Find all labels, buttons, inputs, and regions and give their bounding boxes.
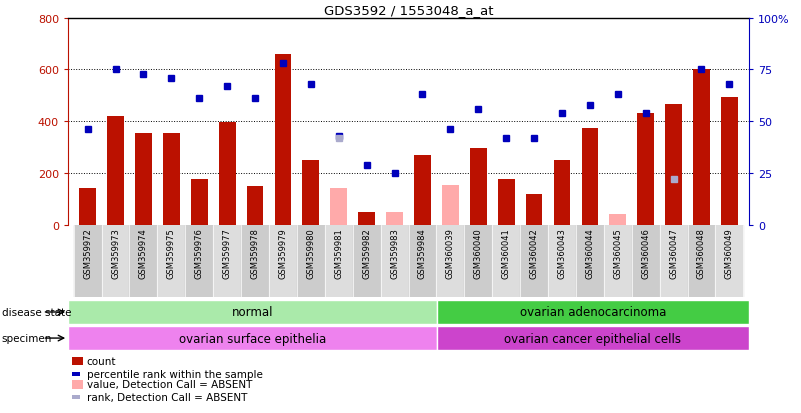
Bar: [442, 186, 459, 225]
Text: percentile rank within the sample: percentile rank within the sample: [87, 369, 263, 379]
Text: normal: normal: [231, 306, 273, 319]
Bar: [107, 116, 124, 225]
Bar: [275, 55, 292, 225]
Text: GSM359972: GSM359972: [83, 227, 92, 278]
Bar: [358, 213, 375, 225]
Bar: [157, 225, 185, 297]
Text: GSM359980: GSM359980: [306, 227, 316, 278]
Bar: [576, 225, 604, 297]
Bar: [548, 225, 576, 297]
Bar: [437, 326, 749, 350]
Text: GSM359977: GSM359977: [223, 227, 231, 278]
Bar: [163, 133, 179, 225]
Bar: [130, 225, 157, 297]
Bar: [219, 123, 235, 225]
Bar: [610, 215, 626, 225]
Bar: [525, 194, 542, 225]
Bar: [297, 225, 324, 297]
Text: GSM359978: GSM359978: [251, 227, 260, 278]
Title: GDS3592 / 1553048_a_at: GDS3592 / 1553048_a_at: [324, 5, 493, 17]
Bar: [213, 225, 241, 297]
Bar: [102, 225, 130, 297]
Bar: [665, 105, 682, 225]
Bar: [247, 187, 264, 225]
Text: GSM359976: GSM359976: [195, 227, 203, 278]
Bar: [638, 114, 654, 225]
Bar: [582, 128, 598, 225]
Text: GSM360041: GSM360041: [501, 227, 511, 278]
Bar: [324, 225, 352, 297]
Bar: [386, 212, 403, 225]
Bar: [352, 225, 380, 297]
Text: GSM360045: GSM360045: [614, 227, 622, 278]
Bar: [68, 300, 437, 324]
Text: ovarian adenocarcinoma: ovarian adenocarcinoma: [520, 306, 666, 319]
Bar: [660, 225, 687, 297]
Text: GSM359981: GSM359981: [334, 227, 344, 278]
Bar: [437, 300, 749, 324]
Bar: [715, 225, 743, 297]
Bar: [604, 225, 632, 297]
Text: GSM360049: GSM360049: [725, 227, 734, 278]
Bar: [414, 155, 431, 225]
Bar: [721, 98, 738, 225]
Bar: [380, 225, 409, 297]
Bar: [520, 225, 548, 297]
Text: GSM360048: GSM360048: [697, 227, 706, 278]
Text: count: count: [87, 356, 116, 366]
Text: specimen: specimen: [2, 333, 52, 343]
Bar: [687, 225, 715, 297]
Bar: [330, 189, 347, 225]
Bar: [465, 225, 493, 297]
Bar: [79, 189, 96, 225]
Text: GSM360043: GSM360043: [557, 227, 566, 278]
Text: GSM360046: GSM360046: [641, 227, 650, 278]
Bar: [693, 70, 710, 225]
Text: GSM359973: GSM359973: [111, 227, 120, 278]
Bar: [74, 225, 102, 297]
Bar: [409, 225, 437, 297]
Bar: [437, 225, 465, 297]
Bar: [632, 225, 660, 297]
Bar: [497, 179, 514, 225]
Bar: [553, 161, 570, 225]
Bar: [269, 225, 297, 297]
Text: GSM359974: GSM359974: [139, 227, 148, 278]
Bar: [241, 225, 269, 297]
Bar: [470, 148, 487, 225]
Text: GSM359975: GSM359975: [167, 227, 176, 278]
Text: disease state: disease state: [2, 307, 71, 317]
Text: GSM359983: GSM359983: [390, 227, 399, 278]
Bar: [68, 326, 437, 350]
Bar: [303, 161, 320, 225]
Text: value, Detection Call = ABSENT: value, Detection Call = ABSENT: [87, 380, 252, 389]
Text: rank, Detection Call = ABSENT: rank, Detection Call = ABSENT: [87, 392, 247, 402]
Text: GSM360042: GSM360042: [529, 227, 538, 278]
Text: GSM359984: GSM359984: [418, 227, 427, 278]
Text: GSM360047: GSM360047: [669, 227, 678, 278]
Text: GSM359982: GSM359982: [362, 227, 371, 278]
Text: GSM359979: GSM359979: [279, 227, 288, 278]
Bar: [493, 225, 520, 297]
Bar: [191, 180, 207, 225]
Bar: [135, 133, 152, 225]
Text: GSM360039: GSM360039: [446, 227, 455, 278]
Text: ovarian surface epithelia: ovarian surface epithelia: [179, 332, 326, 345]
Text: GSM360044: GSM360044: [586, 227, 594, 278]
Bar: [185, 225, 213, 297]
Text: ovarian cancer epithelial cells: ovarian cancer epithelial cells: [505, 332, 682, 345]
Text: GSM360040: GSM360040: [473, 227, 483, 278]
